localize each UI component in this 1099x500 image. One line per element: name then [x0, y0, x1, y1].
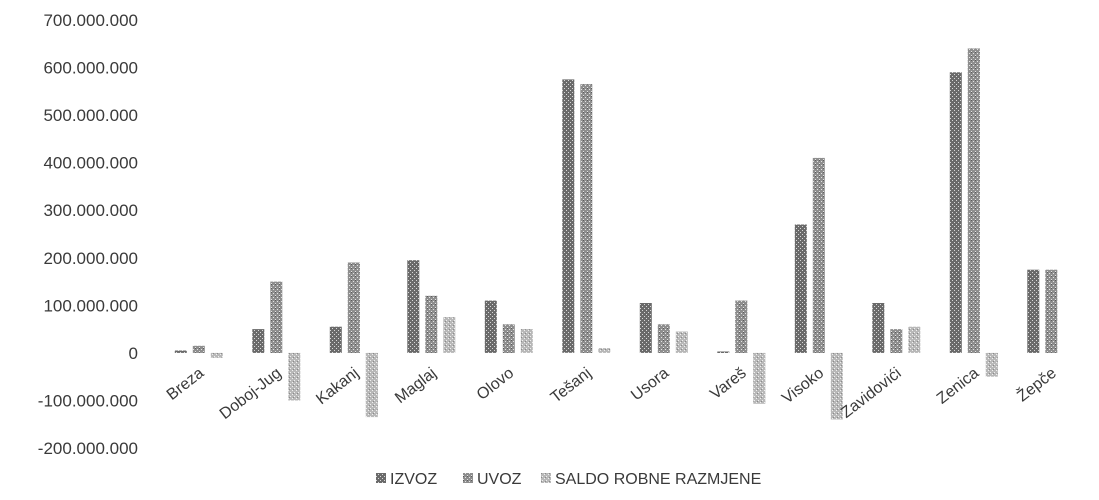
y-tick-label: -100.000.000 [38, 391, 138, 410]
bar-izvoz-1 [252, 329, 265, 353]
y-tick-label: 600.000.000 [43, 59, 138, 78]
y-tick-label: 300.000.000 [43, 201, 138, 220]
legend: IZVOZ UVOZ SALDO ROBNE RAZMJENE [376, 471, 761, 488]
bar-saldo-robne-razmjene-7 [753, 352, 766, 404]
category-label: Zavidovići [838, 365, 905, 422]
bar-uvoz-1 [270, 281, 283, 353]
legend-label: IZVOZ [390, 471, 437, 488]
bar-uvoz-11 [1045, 269, 1058, 353]
bar-izvoz-8 [794, 224, 807, 353]
legend-swatch-uvoz [463, 473, 473, 483]
y-tick-label: 200.000.000 [43, 249, 138, 268]
bar-izvoz-6 [639, 303, 652, 353]
category-label: Tešanj [548, 365, 595, 407]
legend-swatch-saldo-robne-razmjene [541, 473, 551, 483]
y-tick-label: 0 [129, 344, 138, 363]
bar-uvoz-4 [502, 324, 515, 353]
y-tick-label: 500.000.000 [43, 106, 138, 125]
bar-uvoz-0 [192, 345, 205, 353]
category-label: Kakanj [313, 365, 362, 409]
category-label: Žepče [1013, 363, 1060, 405]
category-label: Olovo [474, 365, 517, 404]
bar-uvoz-7 [735, 300, 748, 353]
bar-izvoz-10 [949, 72, 962, 353]
bar-izvoz-11 [1027, 269, 1040, 353]
y-axis: 700.000.000 600.000.000 500.000.000 400.000… [38, 11, 138, 458]
category-label: Vareš [707, 365, 749, 403]
category-label: Usora [628, 365, 672, 405]
bar-saldo-robne-razmjene-1 [288, 352, 301, 401]
category-label: Breza [164, 365, 207, 404]
bar-izvoz-3 [407, 260, 420, 353]
y-tick-label: 400.000.000 [43, 154, 138, 173]
bar-saldo-robne-razmjene-10 [985, 352, 998, 377]
bar-uvoz-6 [657, 324, 670, 353]
bar-saldo-robne-razmjene-5 [598, 348, 611, 353]
bar-saldo-robne-razmjene-9 [908, 326, 921, 353]
legend-label: UVOZ [477, 471, 522, 488]
y-tick-label: -200.000.000 [38, 439, 138, 458]
bar-saldo-robne-razmjene-8 [830, 352, 843, 420]
bar-izvoz-2 [329, 326, 342, 353]
y-tick-label: 700.000.000 [43, 11, 138, 30]
bar-uvoz-9 [890, 329, 903, 353]
bar-uvoz-10 [967, 48, 980, 353]
y-tick-label: 100.000.000 [43, 296, 138, 315]
bar-saldo-robne-razmjene-2 [365, 352, 378, 418]
legend-label: SALDO ROBNE RAZMJENE [555, 471, 761, 488]
bar-izvoz-9 [872, 303, 885, 353]
bar-uvoz-2 [347, 262, 360, 353]
bar-izvoz-5 [562, 79, 575, 353]
bar-uvoz-8 [812, 157, 825, 353]
category-label: Zenica [934, 365, 982, 408]
bar-saldo-robne-razmjene-4 [520, 329, 533, 353]
bars [174, 48, 1058, 420]
bar-izvoz-7 [717, 351, 730, 353]
bar-uvoz-5 [580, 84, 593, 353]
legend-swatch-izvoz [376, 473, 386, 483]
bar-izvoz-4 [484, 300, 497, 353]
bar-saldo-robne-razmjene-3 [443, 317, 456, 353]
category-label: Maglaj [392, 365, 440, 407]
bar-saldo-robne-razmjene-6 [675, 331, 688, 353]
bar-uvoz-3 [425, 295, 438, 353]
category-label: Visoko [779, 365, 827, 408]
bar-izvoz-0 [174, 350, 187, 353]
bar-saldo-robne-razmjene-0 [210, 352, 223, 358]
category-label: Doboj-Jug [217, 365, 285, 423]
